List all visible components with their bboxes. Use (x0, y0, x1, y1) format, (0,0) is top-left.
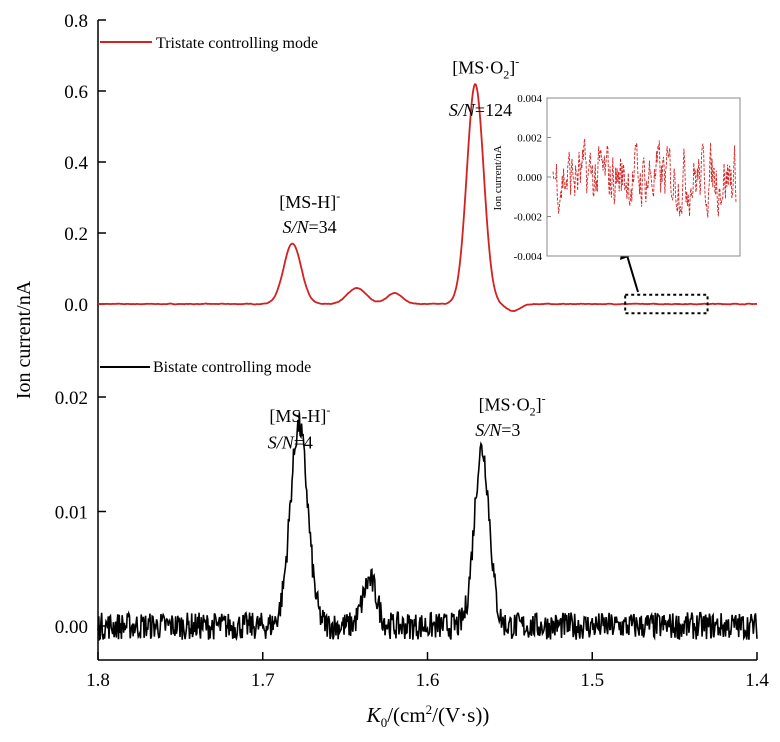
y-tick-label: 0.02 (55, 388, 88, 409)
y-tick-label: 0.01 (55, 503, 88, 524)
peak-annotation: S/N=4 (268, 433, 313, 453)
inset-y-tick-label: -0.002 (514, 212, 542, 224)
peak-annotation: [MS-H]- (269, 403, 330, 426)
inset-y-tick-label: 0.002 (517, 133, 542, 145)
x-tick-label: 1.4 (745, 670, 769, 691)
x-tick-label: 1.8 (86, 670, 110, 691)
x-tick-label: 1.6 (416, 670, 440, 691)
inset-frame (546, 97, 741, 257)
legend-label-tristate: Tristate controlling mode (156, 35, 318, 52)
legend-label-bistate: Bistate controlling mode (153, 359, 311, 376)
inset-y-tick-label: 0.004 (517, 93, 542, 105)
top-panel-y-ticks: 0.0 0.2 0.4 0.6 0.8 (64, 11, 106, 316)
y-tick-label: 0.0 (64, 295, 88, 316)
peak-annotation: [MS·O2]- (452, 54, 519, 81)
series-line-bistate (97, 412, 758, 642)
inset-series-line (552, 138, 737, 218)
y-tick-label: 0.4 (64, 153, 88, 174)
inset-y-tick-label: 0.000 (517, 172, 542, 184)
x-tick-group: 1.8 1.7 1.6 1.5 1.4 (86, 652, 769, 691)
y-axis-label: Ion current/nA (13, 280, 35, 399)
x-tick-label: 1.5 (580, 670, 604, 691)
zoom-arrow (625, 251, 639, 293)
y-tick-label: 0.2 (64, 224, 88, 245)
peak-annotation: S/N=3 (475, 420, 520, 440)
y-tick-label: 0.8 (64, 11, 88, 32)
zoom-box (624, 293, 709, 315)
y-tick-label: 0.6 (64, 82, 88, 103)
peak-annotations: [MS-H]- S/N=34 [MS·O2]- S/N=124 [MS-H]- S/N=4… (268, 54, 546, 452)
x-tick-label: 1.7 (251, 670, 275, 691)
peak-annotation: [MS-H]- (279, 189, 340, 212)
inset-y-ticks: 0.004 0.002 0.000 -0.002 -0.004 (514, 93, 551, 263)
y-tick-label: 0.00 (55, 617, 88, 638)
peak-annotation: S/N=124 (449, 100, 512, 120)
inset-y-axis-label: Ion current/nA (492, 145, 504, 210)
series-line-tristate (97, 82, 758, 312)
x-axis-label: K0/(cm2/(V·s)) (366, 702, 490, 730)
peak-annotation: [MS·O2]- (479, 392, 546, 419)
inset-y-tick-label: -0.004 (514, 251, 543, 263)
peak-annotation: S/N=34 (283, 217, 337, 237)
